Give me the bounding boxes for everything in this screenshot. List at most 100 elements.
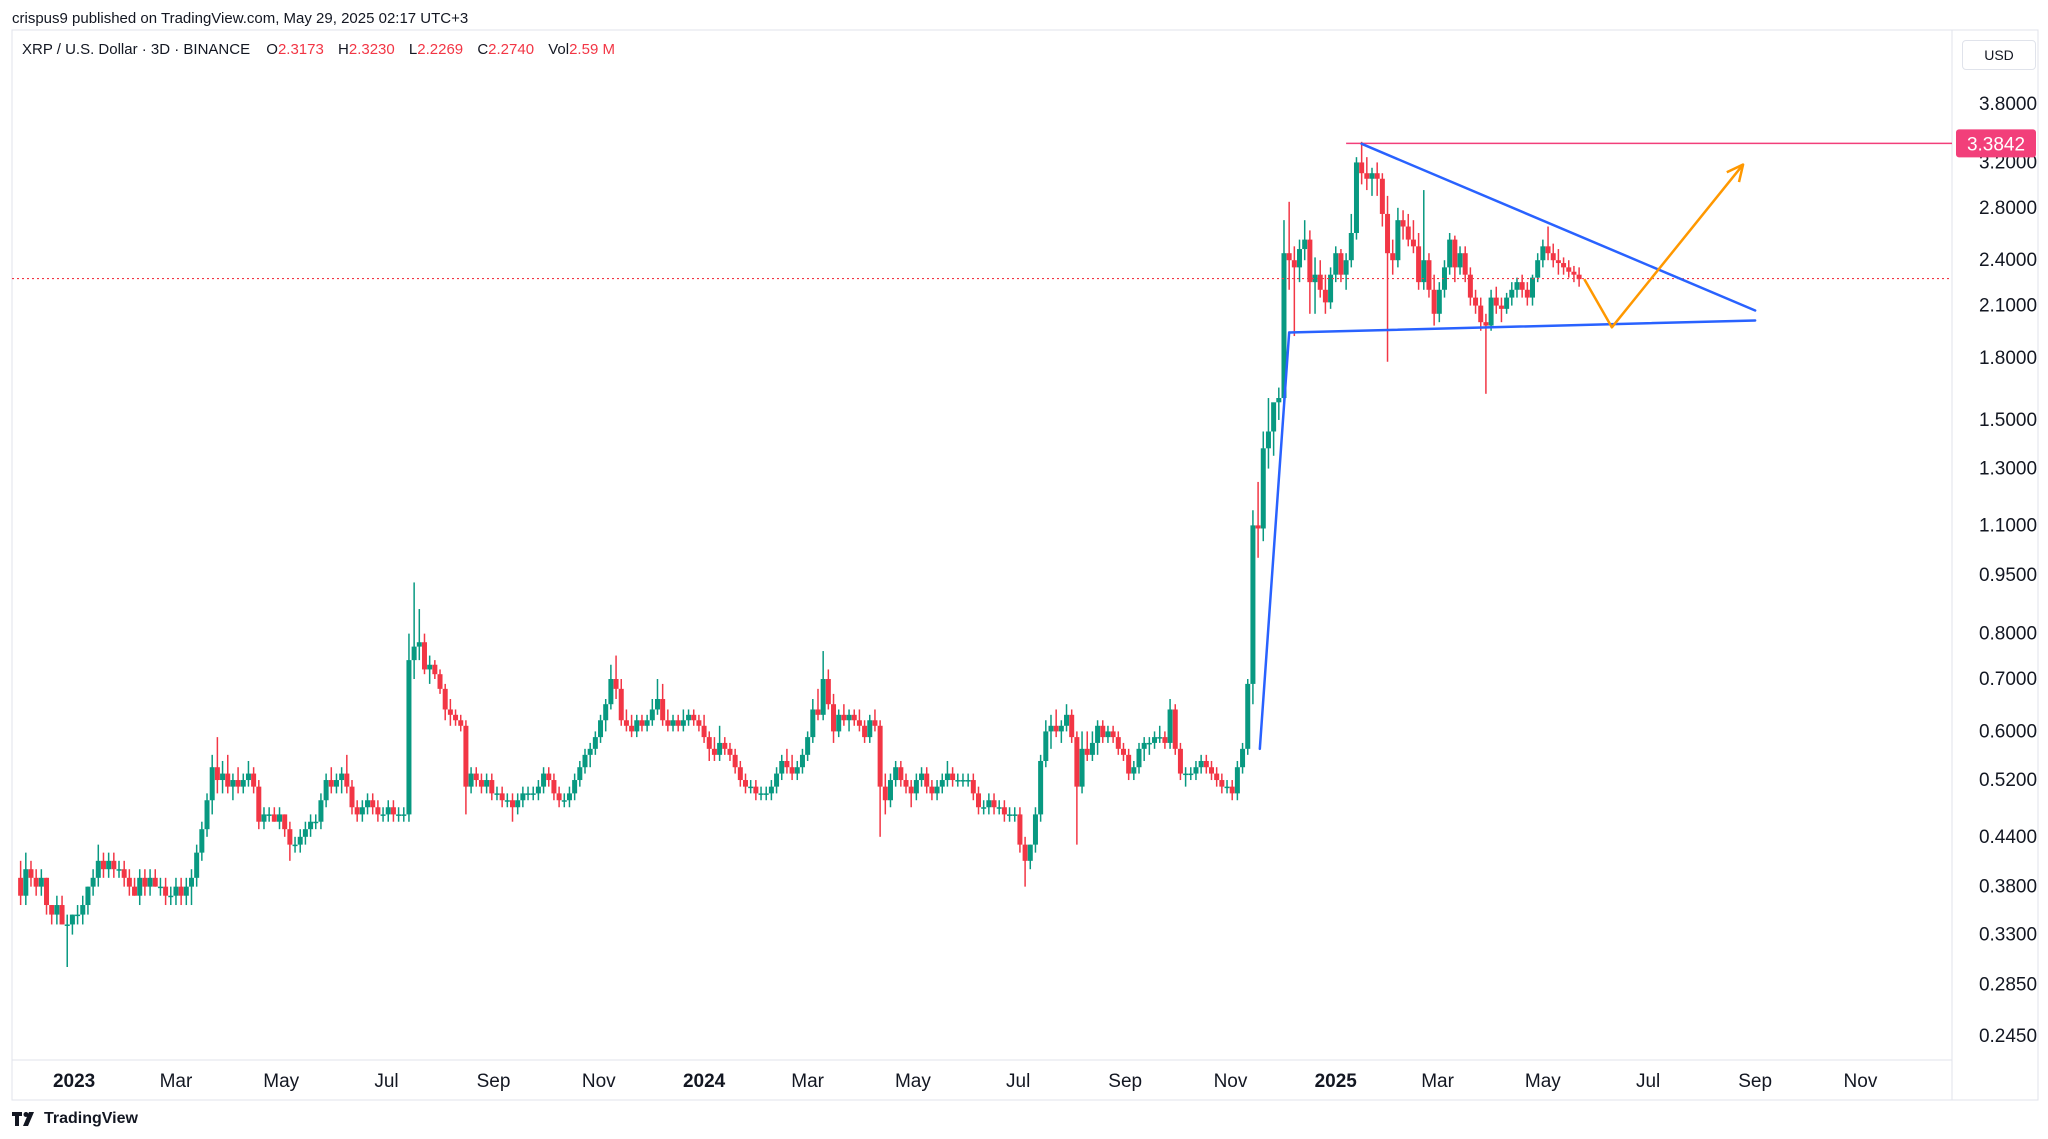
- candle-body: [468, 773, 474, 787]
- candle: [251, 767, 257, 794]
- candle-body: [230, 780, 236, 787]
- candle-body: [1390, 253, 1396, 261]
- candle-body: [225, 773, 231, 787]
- candle: [302, 821, 308, 845]
- tradingview-logo[interactable]: TradingView: [12, 1110, 138, 1128]
- candle: [1069, 709, 1075, 743]
- candle-body: [90, 877, 96, 887]
- candle-body: [406, 660, 412, 815]
- candle: [297, 829, 303, 853]
- candle-body: [665, 720, 671, 726]
- candle: [287, 821, 293, 861]
- candle: [85, 886, 91, 915]
- candle: [282, 814, 288, 837]
- candle: [1421, 190, 1427, 290]
- candle-body: [680, 720, 686, 726]
- candle: [499, 786, 505, 808]
- candle-body: [1395, 220, 1401, 261]
- candle: [1514, 277, 1520, 298]
- candle-body: [80, 905, 86, 915]
- candle: [132, 877, 138, 896]
- candle: [380, 807, 386, 822]
- candle-body: [1488, 297, 1494, 326]
- candle: [1007, 807, 1013, 822]
- candle: [887, 773, 893, 808]
- candle: [794, 760, 800, 781]
- candle: [1177, 742, 1183, 781]
- candle-body: [1385, 213, 1391, 254]
- candle: [789, 754, 795, 781]
- candle-body: [1457, 253, 1463, 268]
- candle: [80, 895, 86, 925]
- candle: [629, 714, 635, 738]
- candle: [1260, 431, 1266, 542]
- candle: [271, 807, 277, 822]
- candle-body: [163, 886, 169, 896]
- candle-body: [955, 780, 961, 782]
- candle-body: [204, 800, 210, 830]
- candle: [556, 786, 562, 808]
- candle: [64, 914, 70, 967]
- candle: [390, 800, 396, 822]
- year-tick-label: 2025: [1315, 1071, 1358, 1092]
- candle: [1126, 748, 1132, 781]
- drawing-layer: [12, 142, 1952, 751]
- candle: [1074, 731, 1080, 845]
- candle-body: [261, 814, 267, 822]
- candle: [618, 679, 624, 726]
- candle-body: [256, 786, 262, 822]
- candle-body: [603, 704, 609, 721]
- candle-body: [903, 780, 909, 787]
- candle-body: [1353, 162, 1359, 234]
- time-axis[interactable]: 2023 Mar May Jul Sep Nov 2024 Mar May Jul Sep Nov 20…: [53, 1071, 1878, 1092]
- candle: [121, 860, 127, 887]
- candle-body: [1343, 260, 1349, 275]
- candle: [401, 807, 407, 822]
- candle-body: [1493, 297, 1499, 306]
- candle-body: [1447, 239, 1453, 268]
- candle: [903, 773, 909, 794]
- candle: [354, 800, 360, 822]
- candle-body: [390, 807, 396, 815]
- candle: [1343, 253, 1349, 290]
- candle: [608, 664, 614, 710]
- candle: [396, 807, 402, 822]
- candle-body: [1359, 162, 1365, 174]
- candle-body: [478, 780, 484, 787]
- candle-body: [1364, 173, 1370, 179]
- candle-body: [473, 773, 479, 781]
- resistance-price-label: 3.3842: [1967, 134, 2025, 155]
- candle: [1188, 767, 1194, 781]
- candle-body: [825, 679, 831, 705]
- candle-body: [489, 780, 495, 794]
- candle: [763, 786, 769, 801]
- currency-button[interactable]: USD: [1962, 40, 2036, 70]
- candle: [1053, 709, 1059, 738]
- candle: [1359, 141, 1365, 185]
- candle: [1550, 243, 1556, 268]
- candle: [1286, 201, 1292, 290]
- candle: [100, 852, 106, 878]
- candle: [996, 800, 1002, 815]
- candle-body: [1157, 737, 1163, 739]
- candle: [318, 793, 324, 830]
- candle-body: [649, 709, 655, 721]
- candle-body: [1379, 178, 1385, 214]
- candle: [1146, 737, 1152, 755]
- candle: [649, 699, 655, 726]
- candle: [344, 754, 350, 794]
- candle-body: [54, 905, 60, 915]
- candle-body: [1291, 260, 1297, 268]
- candle: [950, 767, 956, 787]
- candle: [1291, 246, 1297, 337]
- candle-body: [582, 754, 588, 768]
- candle: [774, 767, 780, 794]
- open-value: 2.3173: [277, 41, 324, 58]
- symbol-title[interactable]: XRP / U.S. Dollar · 3D · BINANCE: [22, 41, 251, 58]
- candle-body: [706, 737, 712, 749]
- candle: [152, 869, 158, 887]
- candle: [1089, 731, 1095, 761]
- price-axis[interactable]: 3.8000 3.2000 2.8000 2.4000 2.1000 1.8000 1.50…: [1956, 94, 2037, 1047]
- candle: [991, 793, 997, 815]
